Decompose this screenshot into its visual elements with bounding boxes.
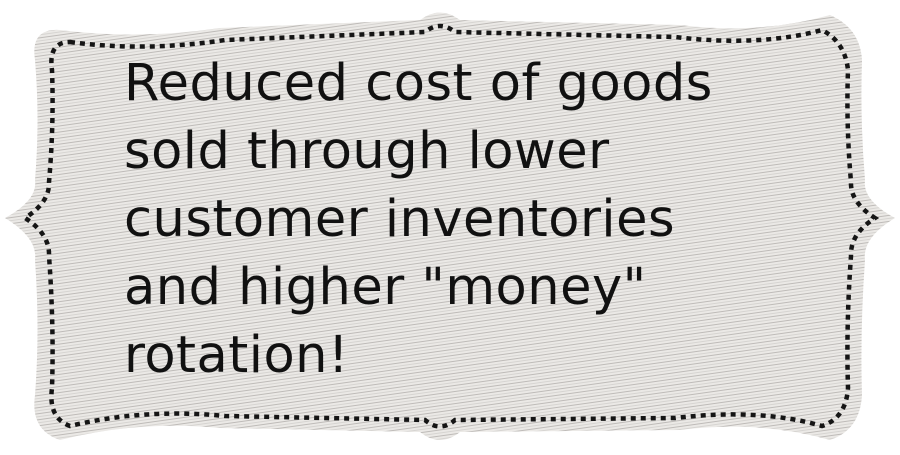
- card-shape: [5, 12, 895, 440]
- dotted-border: [20, 23, 880, 429]
- label-line: rotation!: [124, 326, 349, 385]
- label-text: Reduced cost of goods sold through lower…: [124, 50, 844, 390]
- label-line: and higher "money": [124, 258, 647, 317]
- label-line: customer inventories: [124, 190, 676, 249]
- label-line: Reduced cost of goods: [124, 54, 713, 113]
- label-line: sold through lower: [124, 122, 610, 181]
